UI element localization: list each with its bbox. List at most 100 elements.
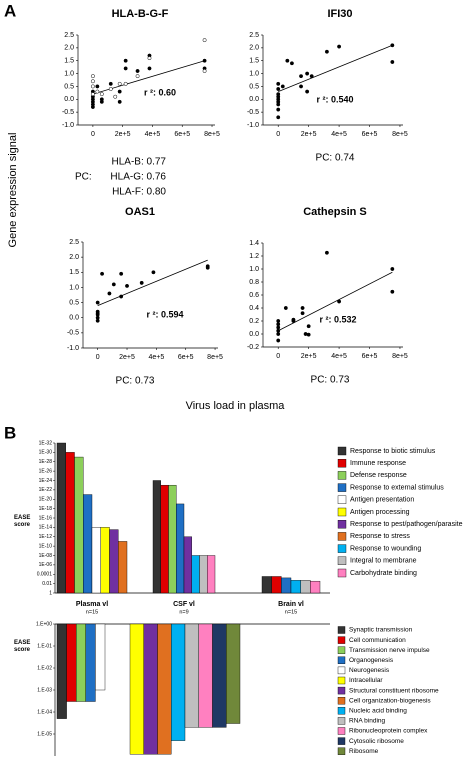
point [276,338,281,343]
point [95,89,100,94]
y-tick-label: 1E-08 [39,553,53,559]
bar [66,623,77,702]
y-tick-label: 0.0 [249,96,259,103]
y-axis-label: EASE score [14,515,31,528]
chart-title: OAS1 [125,206,155,218]
point [305,89,310,94]
point [95,318,100,323]
y-tick-label: 1E-26 [39,468,53,474]
bar [184,623,199,728]
x-tick-label: 0 [91,131,95,138]
legend-swatch [337,666,346,675]
legend-label: Response to pest/pathogen/parasite [350,521,463,528]
y-tick-label: 0.5 [64,83,74,90]
y-tick-label: 1.0 [249,70,259,77]
point [309,74,314,79]
y-tick-label: 1.0 [69,284,79,291]
point [299,84,303,89]
x-tick-label: 4e+5 [331,353,347,360]
y-tick-label: 0.5 [69,299,79,306]
point [113,94,118,99]
legend-label: Immune response [350,460,406,467]
trend-line [278,271,393,332]
y-tick-label: 1.E-04 [37,709,52,715]
x-tick-label: Brain vl [278,601,304,608]
y-tick-label: 0.0 [249,331,259,338]
y-tick-label: 1E-22 [39,487,53,493]
legend-label: Cell organization-biogenesis [349,697,431,704]
y-tick-label: 1E-16 [39,515,53,521]
point [205,265,210,270]
x-tick-label: CSF vl [173,601,195,608]
legend-label: Nucleic acid binding [349,708,407,715]
y-tick-label: -0.5 [62,109,74,116]
point [285,58,290,63]
point [283,306,288,310]
point [305,71,310,76]
legend-swatch [337,717,346,725]
chart-title: HLA-B-G-F [112,8,169,20]
legend-label: Defense response [350,472,407,479]
bar [310,580,321,594]
y-tick-label: 1.E-02 [37,665,52,671]
y-axis-label: EASE score [14,640,31,653]
point [306,332,311,337]
y-axis-label: Gene expression signal [7,133,19,248]
bar [176,503,185,594]
point [276,332,281,336]
bar [100,527,110,594]
legend-label: Integral to membrane [350,558,417,565]
note: HLA-F: 0.80 [112,187,166,198]
y-tick-label: 2.0 [69,254,79,261]
y-tick-label: 1.2 [249,253,259,260]
bar [207,555,216,594]
point [139,280,144,285]
note: HLA-G: 0.76 [110,172,166,183]
legend-swatch [337,483,347,492]
y-tick-label: -0.2 [247,344,259,351]
point [390,289,395,294]
x-tick-label: 6e+5 [362,131,378,138]
point [276,87,281,91]
legend-label: Antigen processing [350,509,410,516]
point [99,97,104,102]
point [276,319,281,323]
y-tick-label: 2.5 [249,32,259,39]
note: HLA-B: 0.77 [112,157,167,168]
annotation: r ²: 0.60 [144,87,176,97]
point [337,44,342,49]
y-tick-label: 1E-32 [39,440,53,446]
legend-label: Response to biotic stimulus [350,448,436,455]
y-tick-label: 1.0 [249,266,259,273]
y-tick-label: 0.8 [249,279,259,286]
annotation: r ²: 0.594 [146,309,183,319]
legend-label: Response to external stimulus [350,484,444,491]
x-tick-label: 0 [276,131,280,138]
point [117,89,122,94]
y-tick-label: 1.E-01 [37,643,52,649]
point [117,81,122,86]
chart-title: IFI30 [327,8,352,20]
x-tick-label: 2e+5 [115,131,131,138]
bar [75,623,86,702]
point [390,60,395,64]
bar [74,456,84,594]
bar [143,623,158,755]
point [147,56,152,61]
y-tick-label: -1.0 [62,122,74,129]
legend-swatch [337,459,347,468]
bar [160,484,169,594]
x-tick-label: 8e+5 [207,354,223,361]
y-tick-label: 1.E-05 [37,731,52,737]
legend-label: Synaptic transmission [349,627,413,634]
bar [199,555,208,594]
point [108,87,113,91]
legend-label: Neurogenesis [349,667,390,674]
point [119,294,124,299]
point [280,84,285,89]
point [276,115,281,120]
x-tick-label: 6e+5 [362,353,378,360]
y-tick-label: 2.0 [64,45,74,52]
y-tick-label: 0.2 [249,318,259,325]
